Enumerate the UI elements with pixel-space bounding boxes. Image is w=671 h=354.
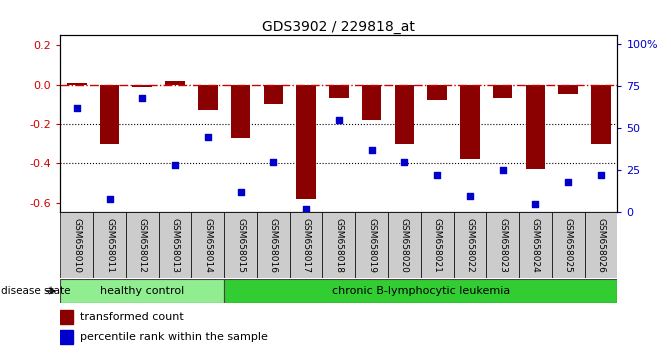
Text: GSM658024: GSM658024 — [531, 218, 540, 273]
Point — [170, 162, 180, 168]
Bar — [191, 212, 224, 278]
Bar — [60, 310, 72, 324]
Bar — [388, 212, 421, 278]
Text: chronic B-lymphocytic leukemia: chronic B-lymphocytic leukemia — [331, 286, 510, 296]
Text: GSM658016: GSM658016 — [269, 218, 278, 273]
Bar — [224, 279, 617, 303]
Point — [563, 179, 574, 185]
Point — [137, 95, 148, 101]
Bar — [67, 82, 87, 85]
Bar — [100, 85, 119, 144]
Bar — [329, 85, 349, 98]
Bar — [486, 212, 519, 278]
Bar — [264, 85, 283, 104]
Text: GSM658019: GSM658019 — [367, 218, 376, 273]
Text: GSM658023: GSM658023 — [498, 218, 507, 273]
Point — [104, 196, 115, 202]
Point — [333, 117, 344, 122]
Point — [268, 159, 278, 165]
Point — [301, 206, 311, 212]
Bar — [158, 212, 191, 278]
Bar — [460, 85, 480, 159]
Text: GSM658017: GSM658017 — [301, 218, 311, 273]
Text: GSM658011: GSM658011 — [105, 218, 114, 273]
Text: GSM658012: GSM658012 — [138, 218, 147, 273]
Text: GSM658020: GSM658020 — [400, 218, 409, 273]
Point — [596, 172, 607, 178]
Bar — [231, 85, 250, 138]
Bar — [165, 81, 185, 85]
Bar — [60, 330, 72, 343]
Bar — [493, 85, 513, 98]
Point — [366, 147, 377, 153]
Bar — [60, 212, 93, 278]
Bar — [427, 85, 447, 100]
Bar — [126, 212, 158, 278]
Bar — [584, 212, 617, 278]
Text: healthy control: healthy control — [100, 286, 185, 296]
Text: GSM658025: GSM658025 — [564, 218, 572, 273]
Point — [399, 159, 410, 165]
Point — [530, 201, 541, 207]
Text: disease state: disease state — [1, 286, 70, 296]
Bar — [421, 212, 454, 278]
Text: GSM658010: GSM658010 — [72, 218, 81, 273]
Point — [71, 105, 82, 111]
Bar — [93, 212, 126, 278]
Bar — [224, 212, 257, 278]
Bar — [257, 212, 290, 278]
Bar — [525, 85, 546, 169]
Text: GSM658021: GSM658021 — [433, 218, 442, 273]
Point — [464, 193, 475, 198]
Text: GSM658015: GSM658015 — [236, 218, 245, 273]
Bar — [519, 212, 552, 278]
Text: transformed count: transformed count — [80, 312, 184, 322]
Point — [497, 167, 508, 173]
Text: percentile rank within the sample: percentile rank within the sample — [80, 332, 268, 342]
Text: GSM658026: GSM658026 — [597, 218, 605, 273]
Bar — [454, 212, 486, 278]
Bar — [362, 85, 381, 120]
Text: GSM658014: GSM658014 — [203, 218, 212, 273]
Point — [236, 189, 246, 195]
Bar — [60, 279, 224, 303]
Bar — [198, 85, 217, 110]
Bar — [297, 85, 316, 199]
Title: GDS3902 / 229818_at: GDS3902 / 229818_at — [262, 21, 415, 34]
Bar — [355, 212, 388, 278]
Bar — [552, 212, 584, 278]
Text: GSM658013: GSM658013 — [170, 218, 180, 273]
Bar — [323, 212, 355, 278]
Point — [431, 172, 442, 178]
Bar — [290, 212, 323, 278]
Text: GSM658018: GSM658018 — [334, 218, 344, 273]
Point — [203, 134, 213, 139]
Bar — [395, 85, 414, 144]
Bar — [558, 85, 578, 95]
Bar — [132, 85, 152, 86]
Text: GSM658022: GSM658022 — [466, 218, 474, 273]
Bar — [591, 85, 611, 144]
